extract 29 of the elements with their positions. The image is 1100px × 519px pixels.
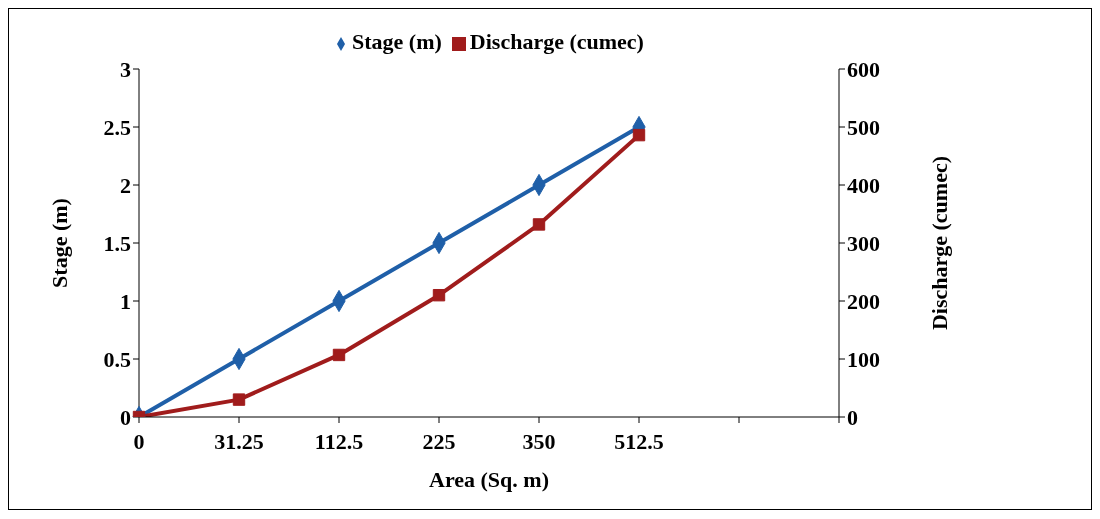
y2-tick-label: 300 [847,230,880,256]
point [332,348,346,362]
y-tick-label: 2 [120,172,131,198]
y-tick-label: 3 [120,56,131,82]
legend-label: Discharge (cumec) [469,29,644,54]
x-tick-label: 350 [522,428,556,454]
legend-label: Stage (m) [352,29,442,54]
y-tick-label: 0 [120,404,131,430]
x-tick-label: 512.5 [614,428,664,454]
y-axis-title: Stage (m) [46,198,72,288]
x-tick-label: 225 [422,428,456,454]
x-tick-label: 31.25 [214,428,264,454]
y2-tick-label: 600 [847,56,880,82]
y2-tick-label: 200 [847,288,880,314]
y-tick-label: 1.5 [103,230,131,256]
y-tick-label: 2.5 [103,114,131,140]
y2-tick-label: 400 [847,172,880,198]
x-tick-label: 112.5 [314,428,364,454]
x-axis-title: Area (Sq. m) [429,467,549,492]
y-tick-label: 1 [120,288,131,314]
point [232,393,246,406]
y2-axis-title: Discharge (cumec) [926,155,952,331]
point [432,289,446,302]
y2-tick-label: 0 [847,404,858,430]
y-tick-label: 0.5 [103,346,131,372]
y2-tick-label: 500 [847,114,880,140]
point [632,128,646,142]
y2-tick-label: 100 [847,346,880,372]
point [532,218,546,231]
